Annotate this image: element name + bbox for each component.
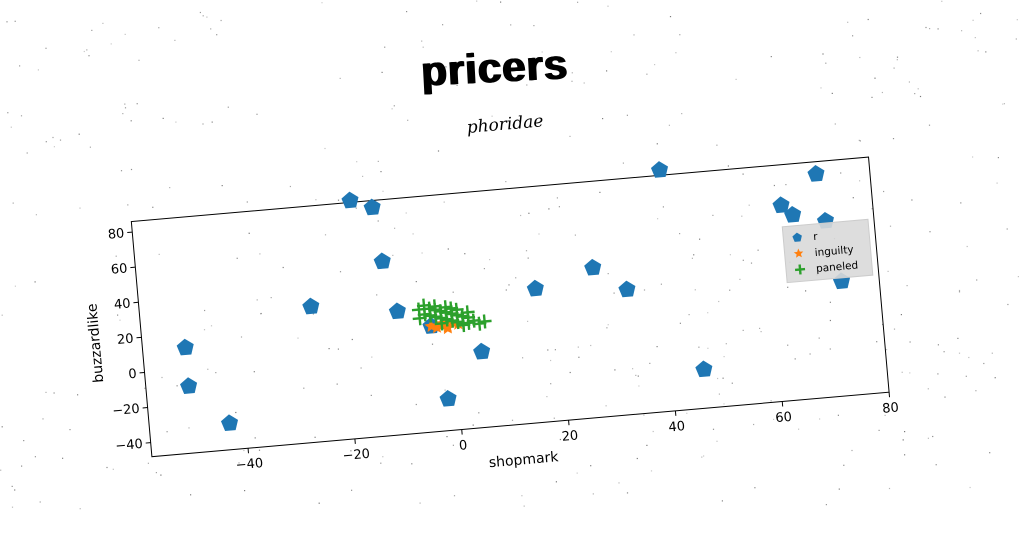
y-tick-label: 0 [128, 367, 138, 383]
point-r-13 [618, 280, 636, 298]
y-tick-label: 40 [113, 296, 131, 312]
x-tick-label: 20 [561, 428, 579, 444]
point-r-18 [807, 164, 825, 182]
point-r-14 [650, 160, 668, 178]
point-r-10 [473, 342, 491, 360]
point-r-3 [302, 297, 320, 315]
point-r-9 [439, 389, 457, 407]
x-axis-label: shopmark [488, 449, 560, 471]
point-r-5 [363, 198, 381, 216]
y-tick-label: −20 [112, 402, 141, 419]
y-tick-label: 80 [107, 226, 125, 242]
y-tick-label: −40 [115, 437, 144, 454]
y-tick-label: 60 [110, 261, 128, 277]
point-r-4 [341, 191, 359, 209]
x-tick-label: 40 [668, 419, 686, 435]
point-r-0 [176, 338, 194, 356]
y-tick-label: 20 [116, 332, 134, 348]
y-axis-label: buzzardlike [84, 303, 107, 384]
x-tick-label: −20 [342, 447, 371, 464]
point-r-2 [220, 414, 238, 432]
x-tick-label: 80 [882, 400, 900, 416]
point-r-11 [526, 279, 544, 297]
point-r-6 [373, 252, 391, 270]
point-r-15 [695, 360, 713, 378]
point-r-7 [388, 302, 406, 320]
point-r-1 [179, 377, 197, 395]
x-tick-label: 60 [775, 410, 793, 426]
x-tick-label: −40 [235, 456, 264, 473]
x-tick-label: 0 [458, 438, 468, 454]
point-r-12 [584, 258, 602, 276]
